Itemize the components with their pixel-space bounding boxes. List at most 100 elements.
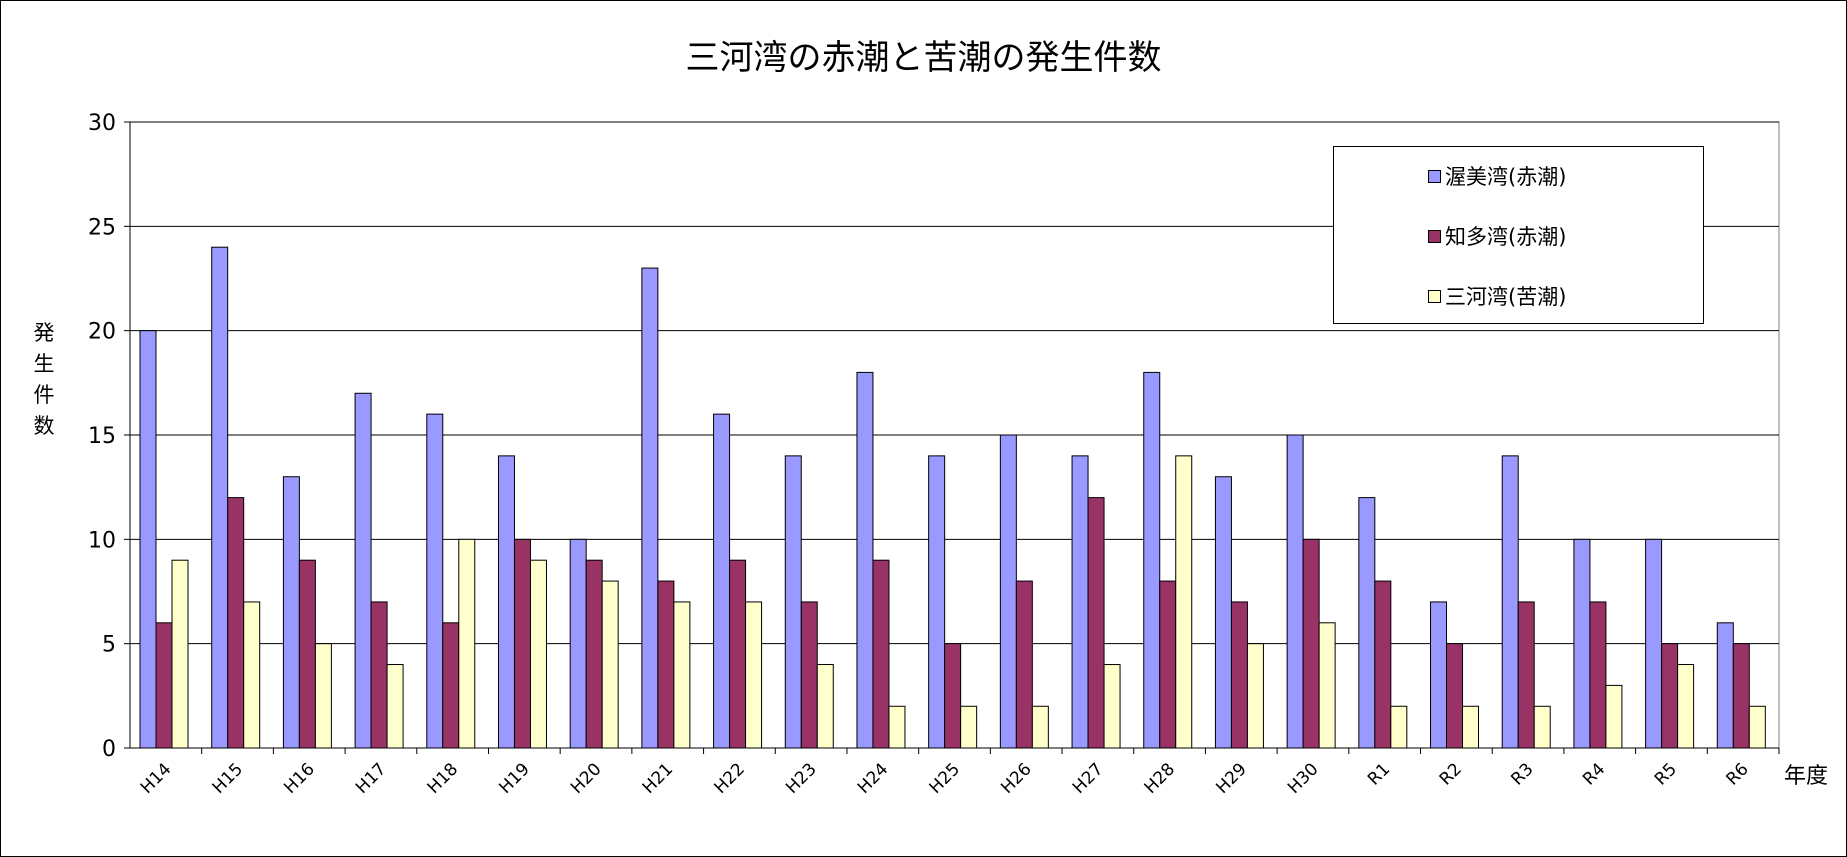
bar-1: [354, 392, 372, 749]
y-tick-label: 5: [102, 633, 116, 658]
x-tick-label: R2: [1436, 759, 1466, 789]
x-tick-label: R4: [1579, 759, 1609, 789]
bar-1: [1286, 434, 1304, 749]
bar-3: [1605, 684, 1623, 749]
chart-title: 三河湾の赤潮と苦潮の発生件数: [685, 38, 1162, 78]
x-tick-label: H22: [710, 759, 748, 797]
legend-label: 三河湾(苦潮): [1445, 285, 1567, 309]
y-tick-label: 20: [88, 320, 116, 345]
bar-3: [1748, 705, 1766, 749]
x-tick-label: H23: [782, 759, 820, 797]
bar-2: [944, 643, 962, 749]
bar-3: [888, 705, 906, 749]
bar-2: [513, 538, 531, 749]
legend-swatch: [1428, 169, 1441, 183]
bar-2: [585, 559, 603, 749]
bar-2: [1087, 497, 1105, 749]
bar-3: [745, 601, 763, 749]
x-tick-label: R5: [1651, 759, 1681, 789]
bar-1: [497, 455, 515, 749]
legend: 渥美湾(赤潮) 知多湾(赤潮) 三河湾(苦潮): [1333, 146, 1704, 324]
legend-swatch: [1428, 289, 1441, 303]
bar-3: [601, 580, 619, 749]
x-tick-label: H27: [1069, 759, 1107, 797]
bar-3: [1677, 664, 1695, 749]
bar-3: [314, 643, 332, 749]
bar-1: [426, 413, 444, 749]
x-tick-label: H15: [209, 759, 247, 797]
bar-1: [1430, 601, 1448, 749]
y-tick-label: 30: [88, 111, 116, 136]
bar-3: [1246, 643, 1264, 749]
x-tick-label: H29: [1212, 759, 1250, 797]
bar-2: [1230, 601, 1248, 749]
x-tick-label: H21: [639, 759, 677, 797]
bar-2: [1732, 643, 1750, 749]
bar-3: [1031, 705, 1049, 749]
legend-swatch: [1428, 229, 1441, 243]
bar-1: [1358, 497, 1376, 749]
x-tick-label: H19: [495, 759, 533, 797]
x-tick-label: R3: [1507, 759, 1537, 789]
y-tick-label: 25: [88, 215, 116, 240]
bar-2: [442, 622, 460, 749]
bar-2: [1589, 601, 1607, 749]
bar-1: [784, 455, 802, 749]
bar-2: [227, 497, 245, 749]
bar-2: [1517, 601, 1535, 749]
x-tick-label: R1: [1364, 759, 1394, 789]
bar-2: [298, 559, 316, 749]
bar-3: [458, 538, 476, 749]
bar-3: [816, 664, 834, 749]
bar-2: [370, 601, 388, 749]
x-tick-label: H17: [352, 759, 390, 797]
bar-2: [1661, 643, 1679, 749]
bar-3: [960, 705, 978, 749]
bar-3: [1318, 622, 1336, 749]
y-tick-label: 0: [102, 737, 116, 762]
legend-label: 知多湾(赤潮): [1445, 225, 1567, 249]
bar-3: [1103, 664, 1121, 749]
bar-3: [1533, 705, 1551, 749]
bar-1: [1214, 476, 1232, 749]
x-tick-label: R6: [1723, 759, 1753, 789]
bar-3: [243, 601, 261, 749]
x-tick-label: H24: [854, 759, 892, 797]
bar-1: [1501, 455, 1519, 749]
bar-3: [171, 559, 189, 749]
bar-1: [282, 476, 300, 749]
bar-1: [1071, 455, 1089, 749]
bar-3: [1462, 705, 1480, 749]
legend-item: 渥美湾(赤潮): [1428, 161, 1566, 191]
bar-2: [155, 622, 173, 749]
legend-item: 三河湾(苦潮): [1428, 281, 1566, 311]
bar-2: [1446, 643, 1464, 749]
bar-2: [729, 559, 747, 749]
bar-1: [1645, 538, 1663, 749]
x-tick-label: H26: [997, 759, 1035, 797]
bar-3: [386, 664, 404, 749]
y-tick-label: 10: [88, 528, 116, 553]
bar-1: [999, 434, 1017, 749]
bar-3: [529, 559, 547, 749]
bar-3: [1390, 705, 1408, 749]
bar-1: [856, 371, 874, 749]
bar-2: [657, 580, 675, 749]
bar-2: [1374, 580, 1392, 749]
bar-2: [1302, 538, 1320, 749]
bar-1: [928, 455, 946, 749]
bar-2: [872, 559, 890, 749]
x-tick-label: H20: [567, 759, 605, 797]
x-tick-label: H28: [1141, 759, 1179, 797]
legend-label: 渥美湾(赤潮): [1445, 165, 1567, 189]
bar-1: [1716, 622, 1734, 749]
bar-2: [1159, 580, 1177, 749]
bar-3: [1175, 455, 1193, 749]
y-tick-label: 15: [88, 424, 116, 449]
x-tick-label: H30: [1284, 759, 1322, 797]
bar-1: [569, 538, 587, 749]
bar-2: [800, 601, 818, 749]
y-axis-label: 発生件数: [33, 321, 55, 438]
bar-2: [1015, 580, 1033, 749]
